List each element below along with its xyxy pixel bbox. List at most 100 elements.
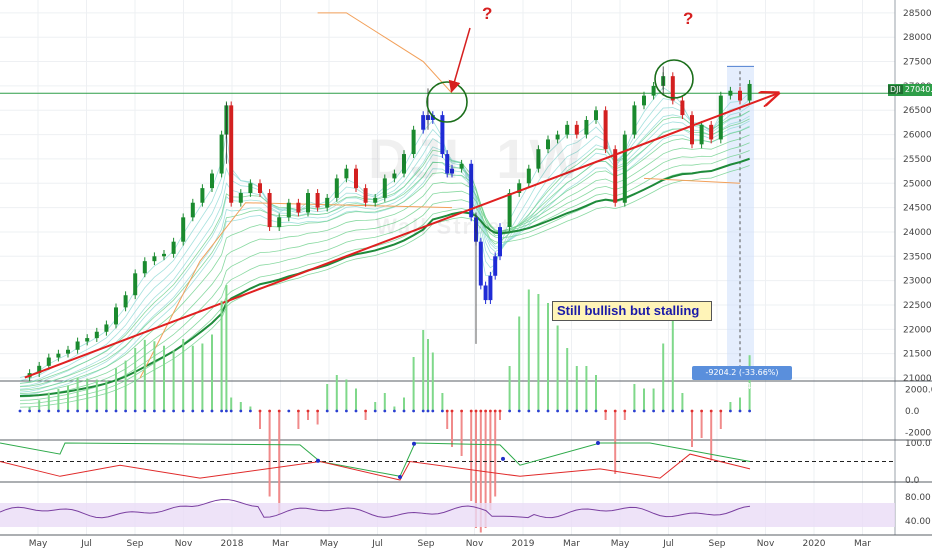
stoch-line-d	[0, 453, 751, 481]
ma-ribbon	[19, 87, 750, 408]
macd-dot	[28, 409, 31, 413]
candle-body	[66, 349, 70, 354]
candle-body	[171, 241, 176, 254]
annotation-note[interactable]: Still bullish but stalling	[552, 301, 712, 321]
macd-dot	[729, 409, 732, 413]
candle-body	[594, 110, 598, 120]
candle-body	[267, 193, 272, 228]
macd-dot	[345, 409, 348, 413]
macd-dot	[690, 409, 694, 413]
candle-body	[56, 353, 61, 358]
y-tick-label: 28000.0	[903, 33, 932, 43]
ma-line-green	[19, 126, 750, 391]
candle-body	[334, 178, 339, 198]
trend-line	[24, 93, 778, 379]
x-tick-label: Nov	[175, 539, 193, 549]
macd-dot	[277, 409, 281, 413]
macd-dot	[114, 409, 118, 413]
y-tick-label: 23500.0	[903, 252, 932, 262]
macd-dot	[738, 409, 742, 413]
macd-dot	[671, 409, 675, 413]
candle-body	[699, 124, 704, 145]
x-tick-label: Mar	[272, 539, 289, 549]
candle-body	[738, 90, 742, 101]
candle-body	[37, 365, 42, 374]
macd-dot	[76, 409, 79, 413]
macd-histogram	[18, 285, 751, 533]
macd-dot	[153, 409, 156, 413]
rsi-band	[0, 503, 895, 527]
candle-body	[613, 149, 618, 203]
ma-line-teal	[19, 115, 750, 390]
candle-body	[546, 139, 550, 150]
macd-dot	[661, 409, 665, 413]
x-tick-label: Nov	[466, 539, 484, 549]
grid-lines	[0, 0, 895, 535]
ma-line-teal	[19, 105, 750, 384]
candle-body	[344, 168, 349, 179]
macd-dot	[210, 409, 214, 413]
macd-dot	[402, 409, 406, 413]
candle-body	[94, 331, 99, 339]
candle-body	[421, 115, 426, 130]
macd-dot	[474, 409, 478, 413]
x-tick-label: Mar	[854, 539, 871, 549]
stoch-signal-dot	[596, 441, 600, 445]
candle-body	[680, 100, 685, 116]
macd-dot	[66, 409, 70, 413]
macd-dot	[450, 409, 454, 413]
macd-dot	[268, 409, 271, 413]
stoch-line-k	[0, 442, 751, 477]
candle-body	[478, 241, 483, 286]
candle-body	[642, 95, 646, 106]
stoch-tick-label: 0.0	[905, 476, 920, 486]
rsi-line	[0, 499, 751, 519]
y-tick-label: 25500.0	[903, 155, 932, 165]
candle-body	[584, 119, 589, 135]
y-tick-label: 28500.0	[903, 9, 932, 19]
macd-dot	[537, 409, 540, 413]
candle-body	[430, 115, 435, 120]
candle-body	[363, 188, 368, 203]
ma-line-green	[19, 142, 750, 398]
macd-dot	[527, 409, 531, 413]
macd-dot	[642, 409, 646, 413]
candle-body	[210, 173, 214, 189]
macd-dot	[249, 409, 252, 413]
watermark-exchange: Wall Street	[376, 214, 511, 239]
macd-dot	[556, 409, 559, 413]
macd-dot	[484, 409, 487, 413]
y-tick-label: 24000.0	[903, 228, 932, 238]
macd-dot	[517, 409, 521, 413]
candle-body	[690, 115, 694, 145]
macd-dot	[575, 409, 579, 413]
candle-body	[162, 253, 166, 257]
question-mark-right: ?	[683, 9, 694, 28]
macd-dot	[748, 409, 751, 413]
macd-dot	[709, 409, 713, 413]
ma-line-green	[19, 150, 750, 401]
candle-body	[229, 105, 234, 203]
candle-body	[123, 295, 128, 308]
candle-body	[450, 168, 454, 174]
macd-dot	[335, 409, 339, 413]
candle-body	[219, 134, 224, 174]
macd-dot	[354, 409, 358, 413]
candle-body	[565, 124, 570, 135]
candle-body	[498, 227, 502, 257]
macd-dot	[95, 409, 99, 413]
macd-dot	[479, 409, 483, 413]
macd-dot	[201, 409, 204, 413]
macd-dot	[469, 409, 473, 413]
macd-dot	[373, 409, 377, 413]
macd-dot	[225, 409, 228, 413]
ma-line-teal	[19, 120, 750, 393]
macd-tick-label: 2000.0	[905, 385, 932, 395]
macd-dot	[383, 409, 387, 413]
macd-dot	[604, 409, 607, 413]
candle-body	[728, 90, 733, 96]
rsi-tick-label: 80.00	[905, 493, 931, 503]
candle-body	[258, 183, 262, 193]
candle-body	[181, 217, 186, 242]
macd-dot	[47, 409, 51, 413]
